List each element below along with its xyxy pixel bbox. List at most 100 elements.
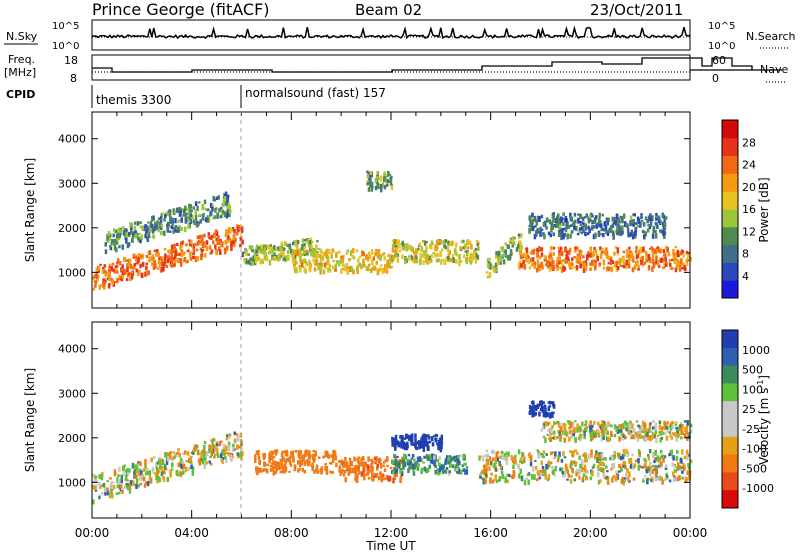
range-cell (155, 474, 158, 481)
range-cell (683, 420, 687, 423)
range-cell (577, 255, 581, 261)
range-cell (482, 480, 485, 485)
range-cell (562, 212, 565, 216)
range-cell (574, 449, 577, 453)
range-cell (130, 239, 134, 243)
range-cell (438, 470, 441, 476)
range-cell (531, 250, 534, 255)
range-cell (196, 240, 200, 245)
range-cell (647, 454, 650, 457)
range-cell (115, 233, 119, 239)
range-cell (226, 196, 229, 202)
range-cell (293, 469, 296, 472)
range-cell (159, 218, 163, 224)
range-cell (560, 248, 563, 253)
range-cell (558, 451, 561, 458)
range-cell (390, 259, 394, 264)
range-cell (313, 249, 316, 252)
range-cell (425, 454, 429, 459)
range-cell (135, 255, 138, 262)
nave-tick-low: 0 (712, 72, 719, 85)
range-cell (542, 435, 546, 439)
range-cell (660, 461, 663, 467)
range-cell (325, 469, 329, 475)
range-cell (227, 236, 230, 240)
range-cell (448, 249, 451, 255)
range-cell (598, 212, 601, 219)
range-cell (149, 228, 152, 233)
range-cell (599, 246, 602, 251)
range-cell (111, 262, 115, 265)
range-cell (544, 408, 547, 413)
range-cell (113, 281, 117, 284)
range-cell (376, 172, 379, 175)
range-cell (323, 262, 326, 267)
ytick-label: 4000 (58, 133, 86, 146)
range-cell (253, 254, 257, 260)
range-cell (166, 221, 170, 228)
range-cell (170, 258, 174, 265)
range-cell (541, 409, 544, 413)
range-cell (549, 246, 553, 251)
range-cell (557, 455, 560, 460)
range-cell (637, 458, 640, 464)
range-cell (566, 233, 569, 240)
range-cell (331, 265, 335, 270)
range-cell (348, 467, 352, 472)
range-cell (686, 455, 689, 461)
range-cell (653, 434, 656, 439)
range-cell (292, 259, 295, 264)
power-heatmap (92, 170, 692, 291)
range-cell (273, 462, 277, 466)
range-cell (295, 239, 298, 245)
range-cell (233, 431, 236, 436)
range-cell (363, 474, 366, 481)
range-cell (584, 453, 587, 456)
range-cell (186, 259, 189, 263)
range-cell (381, 253, 385, 256)
range-cell (305, 250, 309, 253)
range-cell (551, 425, 554, 429)
range-cell (146, 467, 149, 471)
range-cell (144, 472, 148, 476)
range-cell (619, 215, 623, 219)
range-cell (208, 448, 211, 454)
range-cell (563, 456, 567, 459)
range-cell (376, 176, 379, 179)
range-cell (373, 266, 377, 271)
range-cell (162, 469, 166, 474)
range-cell (383, 176, 386, 183)
range-cell (492, 465, 496, 468)
range-cell (391, 247, 395, 253)
range-cell (669, 263, 672, 267)
range-cell (184, 218, 188, 224)
range-cell (576, 233, 580, 236)
range-cell (549, 437, 552, 442)
range-cell (290, 248, 293, 254)
range-cell (375, 260, 378, 265)
range-cell (139, 482, 142, 486)
range-cell (299, 450, 302, 455)
range-cell (487, 261, 490, 265)
range-cell (136, 221, 140, 226)
range-cell (117, 479, 121, 485)
range-cell (182, 463, 186, 469)
range-cell (629, 259, 632, 261)
range-cell (495, 451, 498, 458)
range-cell (564, 430, 568, 436)
range-cell (598, 218, 601, 224)
range-cell (367, 251, 371, 257)
range-cell (645, 251, 648, 256)
range-cell (125, 277, 129, 282)
date-label: 23/Oct/2011 (590, 1, 683, 19)
range-cell (539, 407, 543, 411)
range-cell (662, 221, 666, 227)
range-cell (552, 219, 555, 223)
range-cell (301, 253, 305, 256)
range-cell (284, 450, 288, 456)
range-cell (436, 253, 440, 258)
range-cell (537, 470, 540, 474)
range-cell (170, 251, 174, 257)
range-cell (559, 259, 563, 264)
range-cell (570, 460, 573, 466)
